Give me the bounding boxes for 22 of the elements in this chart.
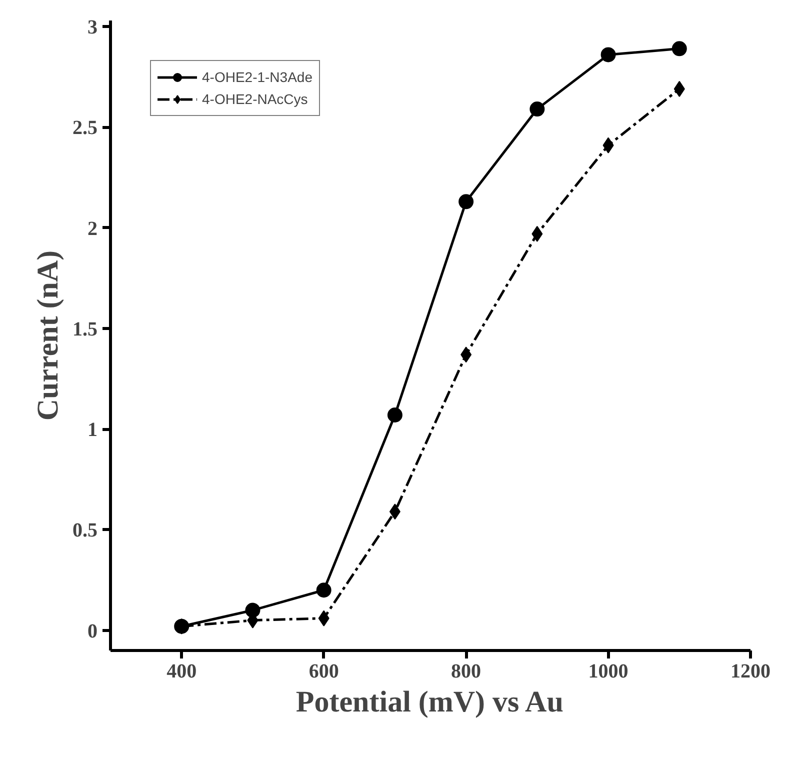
y-tick-label: 2: [88, 218, 98, 240]
y-tick-label: 2.5: [72, 117, 98, 140]
point: [600, 47, 616, 62]
point: [387, 408, 402, 422]
x-tick-label: 400: [166, 660, 197, 682]
x-tick-label: 1000: [588, 660, 628, 682]
y-tick-label: 1: [88, 419, 98, 442]
x-axis-title: Potential (mV) vs Au: [296, 686, 564, 718]
point: [316, 582, 332, 598]
y-tick-label: 3: [88, 16, 98, 39]
x-tick-label: 1200: [730, 660, 770, 682]
point: [530, 102, 545, 117]
point: [458, 194, 474, 210]
x-tick-label: 600: [308, 660, 339, 682]
x-tick-label: 800: [451, 660, 482, 682]
point: [672, 41, 687, 56]
y-axis-title: Current (nA): [32, 250, 64, 421]
legend-label: 4-OHE2-NAcCys: [202, 91, 308, 107]
y-tick-label: 1.5: [72, 318, 98, 340]
y-tick-label: 0.5: [72, 520, 98, 542]
legend-label: 4-OHE2-1-N3Ade: [202, 69, 312, 85]
y-tick-label: 0: [88, 620, 98, 642]
